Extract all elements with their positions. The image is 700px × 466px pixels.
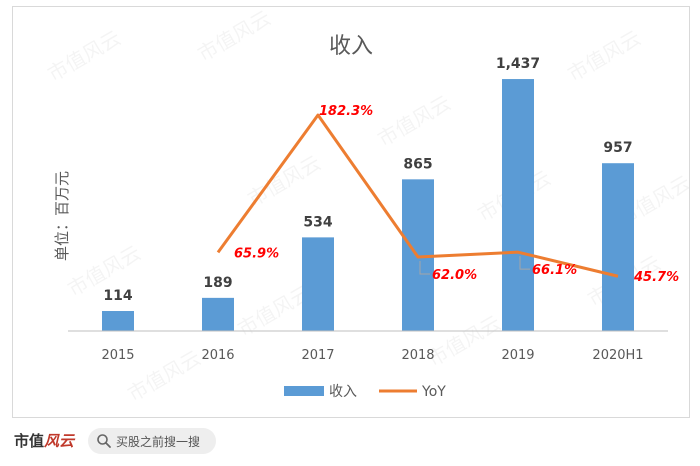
bar-value-label: 957 <box>603 140 632 156</box>
brand-logo: 市值风云 <box>14 430 74 451</box>
yoy-value-label: 62.0% <box>432 268 477 283</box>
bar-value-label: 189 <box>203 275 232 291</box>
watermark-text: 市值风云 <box>44 26 125 87</box>
bar-2019 <box>502 79 534 332</box>
y-axis-label: 单位：百万元 <box>53 171 71 261</box>
bar-value-label: 865 <box>403 156 432 172</box>
watermark-text: 市值风云 <box>424 311 505 372</box>
label-leader-line <box>519 256 530 270</box>
legend-swatch-bar <box>284 386 324 396</box>
x-tick-label: 2019 <box>501 348 534 363</box>
watermark-text: 市值风云 <box>564 26 645 87</box>
yoy-value-label: 182.3% <box>319 104 373 119</box>
x-tick-label: 2016 <box>201 348 234 363</box>
bar-value-label: 114 <box>103 288 132 304</box>
yoy-value-label: 65.9% <box>234 246 279 261</box>
bar-2017 <box>302 237 334 331</box>
bar-value-label: 1,437 <box>496 56 540 72</box>
x-tick-label: 2017 <box>301 348 334 363</box>
search-icon <box>97 434 111 448</box>
bar-2020H1 <box>602 163 634 331</box>
label-leader-line <box>419 261 430 275</box>
brand-name: 市值 <box>14 432 45 450</box>
watermark-text: 市值风云 <box>374 91 455 152</box>
watermark-text: 市值风云 <box>194 7 275 66</box>
brand-name-tail: 风云 <box>44 432 75 450</box>
x-tick-label: 2015 <box>101 348 134 363</box>
chart-title: 收入 <box>329 34 373 59</box>
yoy-line <box>216 113 619 278</box>
footer-bar: 市值风云 买股之前搜一搜 <box>0 420 700 466</box>
x-tick-label: 2018 <box>401 348 434 363</box>
yoy-value-label: 66.1% <box>532 263 577 278</box>
legend-label-bar: 收入 <box>329 384 357 400</box>
yoy-value-label: 45.7% <box>633 270 679 285</box>
legend-label-line: YoY <box>421 384 446 400</box>
x-tick-label: 2020H1 <box>592 348 643 363</box>
bar-value-label: 534 <box>303 214 332 230</box>
search-placeholder: 买股之前搜一搜 <box>116 435 201 449</box>
search-box[interactable]: 买股之前搜一搜 <box>88 428 216 454</box>
bar-2016 <box>202 297 234 331</box>
watermark-text: 市值风云 <box>124 346 205 407</box>
chart-frame: 市值风云 市值风云 市值风云 市值风云 市值风云 市值风云 市值风云 市值风云 市值风云 市值风云… <box>12 6 690 418</box>
bar-2015 <box>102 311 134 331</box>
